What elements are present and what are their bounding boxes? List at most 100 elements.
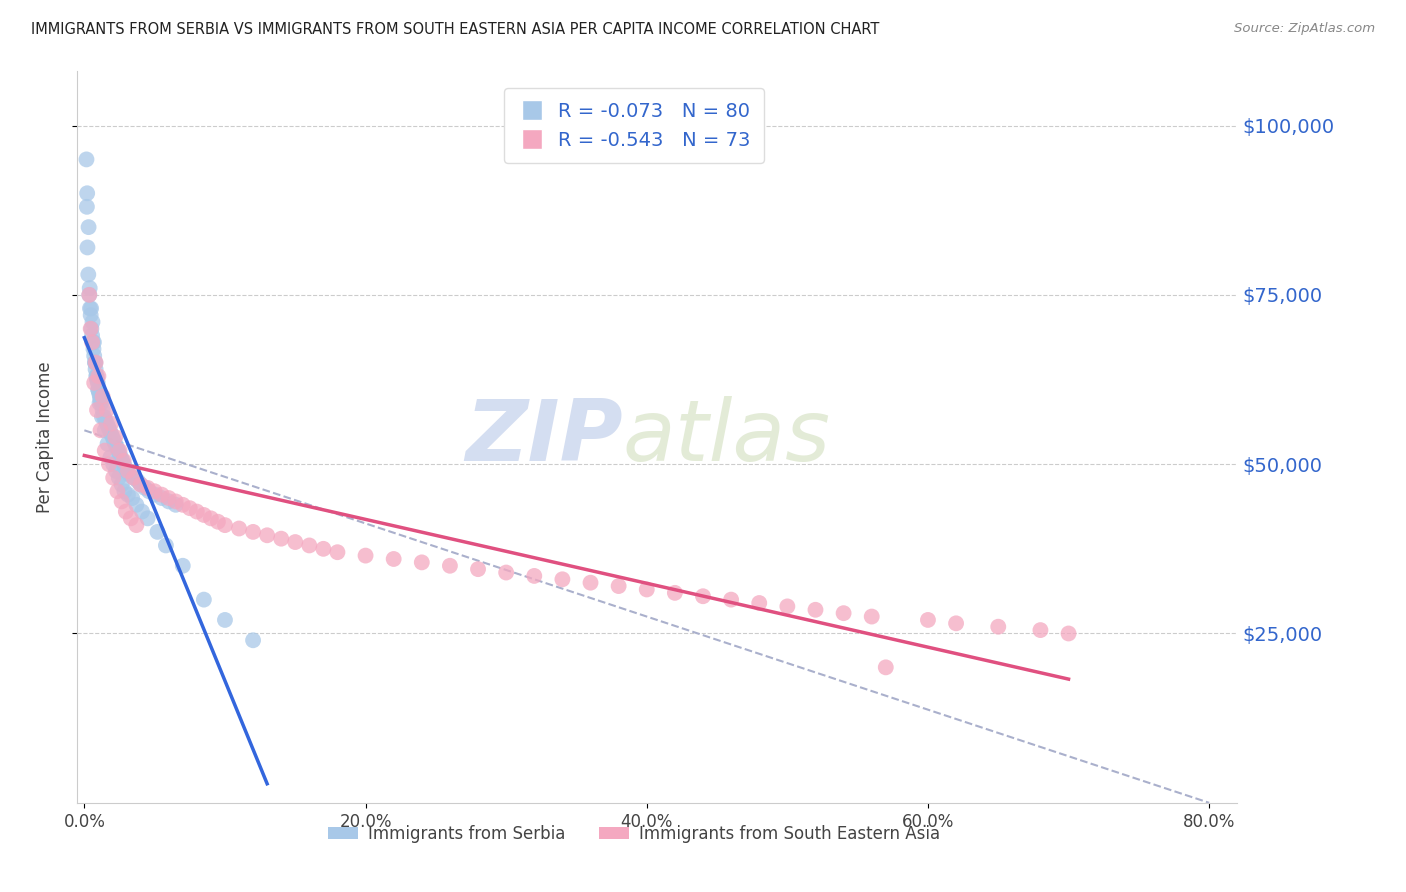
Point bbox=[104, 437, 127, 451]
Point bbox=[87, 376, 110, 390]
Point bbox=[720, 592, 742, 607]
Point bbox=[467, 562, 489, 576]
Point bbox=[80, 301, 103, 316]
Point bbox=[312, 541, 335, 556]
Point bbox=[108, 443, 131, 458]
Point bbox=[79, 288, 101, 302]
Point bbox=[112, 457, 135, 471]
Point bbox=[860, 609, 883, 624]
Point bbox=[96, 403, 118, 417]
Point bbox=[138, 484, 160, 499]
Point bbox=[91, 389, 114, 403]
Point bbox=[115, 505, 138, 519]
Point bbox=[748, 596, 770, 610]
Point bbox=[129, 477, 152, 491]
Point bbox=[1029, 623, 1052, 637]
Point bbox=[636, 582, 658, 597]
Legend: Immigrants from Serbia, Immigrants from South Eastern Asia: Immigrants from Serbia, Immigrants from … bbox=[322, 818, 946, 849]
Point bbox=[104, 430, 127, 444]
Point bbox=[84, 362, 107, 376]
Point bbox=[98, 457, 120, 471]
Point bbox=[987, 620, 1010, 634]
Point bbox=[83, 376, 105, 390]
Point bbox=[165, 494, 187, 508]
Text: IMMIGRANTS FROM SERBIA VS IMMIGRANTS FROM SOUTH EASTERN ASIA PER CAPITA INCOME C: IMMIGRANTS FROM SERBIA VS IMMIGRANTS FRO… bbox=[31, 22, 879, 37]
Point bbox=[125, 498, 148, 512]
Point bbox=[79, 281, 101, 295]
Point bbox=[256, 528, 278, 542]
Text: Source: ZipAtlas.com: Source: ZipAtlas.com bbox=[1234, 22, 1375, 36]
Text: ZIP: ZIP bbox=[465, 395, 623, 479]
Point bbox=[86, 369, 108, 384]
Point bbox=[523, 569, 546, 583]
Point bbox=[551, 572, 574, 586]
Point bbox=[117, 464, 139, 478]
Point bbox=[93, 423, 115, 437]
Point bbox=[186, 505, 208, 519]
Point bbox=[79, 322, 103, 336]
Point bbox=[86, 369, 108, 384]
Point bbox=[354, 549, 377, 563]
Point bbox=[193, 592, 215, 607]
Point bbox=[107, 484, 129, 499]
Point bbox=[326, 545, 349, 559]
Point bbox=[875, 660, 897, 674]
Point bbox=[103, 457, 124, 471]
Point bbox=[214, 613, 236, 627]
Point bbox=[82, 328, 104, 343]
Point bbox=[607, 579, 630, 593]
Point bbox=[579, 575, 602, 590]
Point bbox=[411, 555, 433, 569]
Point bbox=[111, 494, 132, 508]
Point bbox=[90, 396, 112, 410]
Point bbox=[90, 392, 111, 407]
Point bbox=[193, 508, 215, 522]
Point bbox=[76, 153, 98, 167]
Point bbox=[115, 464, 138, 478]
Point bbox=[79, 308, 103, 322]
Point bbox=[90, 409, 114, 424]
Point bbox=[120, 511, 142, 525]
Point bbox=[101, 430, 124, 444]
Point bbox=[804, 603, 827, 617]
Point bbox=[122, 471, 145, 485]
Point bbox=[108, 447, 131, 461]
Point bbox=[121, 491, 143, 505]
Point bbox=[917, 613, 939, 627]
Point bbox=[84, 355, 107, 369]
Point bbox=[155, 538, 177, 552]
Point bbox=[125, 518, 148, 533]
Point bbox=[111, 454, 134, 468]
Point bbox=[103, 471, 124, 485]
Point bbox=[77, 268, 100, 282]
Point bbox=[87, 383, 110, 397]
Point bbox=[270, 532, 292, 546]
Point bbox=[76, 240, 98, 254]
Point bbox=[150, 491, 173, 505]
Point bbox=[97, 420, 120, 434]
Point bbox=[172, 498, 194, 512]
Point bbox=[77, 220, 100, 235]
Point bbox=[242, 524, 264, 539]
Point bbox=[118, 467, 141, 482]
Point bbox=[82, 335, 104, 350]
Point bbox=[82, 342, 105, 356]
Point bbox=[98, 423, 121, 437]
Point bbox=[200, 511, 222, 525]
Point bbox=[110, 450, 132, 465]
Point bbox=[105, 440, 128, 454]
Point bbox=[143, 484, 166, 499]
Point bbox=[172, 558, 194, 573]
Point bbox=[111, 477, 132, 491]
Point bbox=[89, 396, 111, 410]
Point bbox=[207, 515, 229, 529]
Point bbox=[692, 589, 714, 603]
Y-axis label: Per Capita Income: Per Capita Income bbox=[35, 361, 53, 513]
Point bbox=[157, 494, 180, 508]
Point bbox=[284, 535, 307, 549]
Point bbox=[94, 413, 117, 427]
Point bbox=[89, 389, 111, 403]
Point bbox=[214, 518, 236, 533]
Point bbox=[93, 409, 115, 424]
Point bbox=[103, 434, 125, 448]
